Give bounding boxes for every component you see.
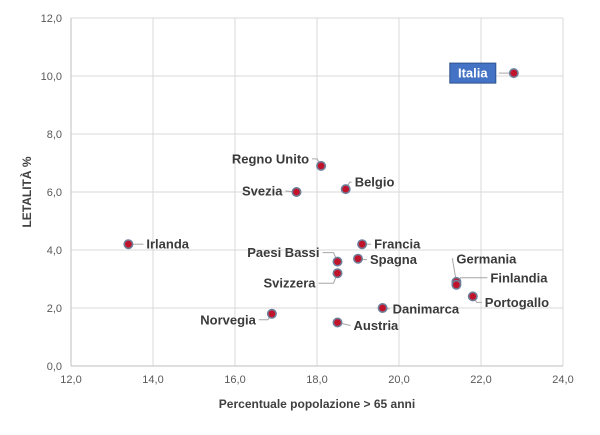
data-point-irlanda <box>123 239 134 250</box>
y-tick-label: 4,0 <box>47 245 62 257</box>
data-label-irlanda: Irlanda <box>146 237 189 252</box>
point-marker <box>123 239 134 250</box>
point-marker <box>357 239 368 250</box>
x-tick-label: 20,0 <box>388 374 409 386</box>
point-marker <box>340 184 351 195</box>
y-axis-title: LETALITÀ % <box>19 156 34 227</box>
data-point-francia <box>357 239 368 250</box>
y-tick-label: 12,0 <box>41 13 62 25</box>
point-marker <box>352 253 363 264</box>
data-point-regno-unito <box>316 160 327 171</box>
data-label-svezia: Svezia <box>242 184 283 199</box>
point-marker <box>377 302 388 313</box>
y-tick-label: 10,0 <box>41 71 62 83</box>
data-label-norvegia: Norvegia <box>200 312 256 327</box>
x-tick-label: 14,0 <box>142 374 163 386</box>
axes: 12,0 14,0 16,0 18,0 20,0 22,0 24,0 0,0 2,0 4,0 6,0… <box>41 13 574 386</box>
point-marker <box>332 317 343 328</box>
data-point-paesi-bassi <box>332 256 343 267</box>
data-point-finlandia <box>451 279 462 290</box>
x-tick-label: 16,0 <box>224 374 245 386</box>
data-label-austria: Austria <box>354 318 400 333</box>
x-axis-title: Percentuale popolazione > 65 anni <box>219 397 415 411</box>
data-point-svizzera <box>332 268 343 279</box>
x-tick-label: 12,0 <box>60 374 81 386</box>
data-point-portogallo <box>467 291 478 302</box>
leader-line-germania <box>451 258 457 282</box>
y-tick-label: 6,0 <box>47 187 62 199</box>
data-label-belgio: Belgio <box>355 175 395 190</box>
point-marker <box>332 268 343 279</box>
point-marker <box>316 160 327 171</box>
y-tick-label: 2,0 <box>47 303 62 315</box>
data-label-germania: Germania <box>456 251 517 266</box>
data-points <box>123 68 519 328</box>
y-tick-label: 0,0 <box>47 361 62 373</box>
data-label-regno-unito: Regno Unito <box>232 151 309 166</box>
data-label-svizzera: Svizzera <box>263 276 316 291</box>
data-label-francia: Francia <box>374 237 421 252</box>
point-marker <box>467 291 478 302</box>
data-labels: Italia Regno Unito Belgio Svezia Irlanda Fran… <box>146 62 549 333</box>
data-point-austria <box>332 317 343 328</box>
data-point-norvegia <box>266 308 277 319</box>
x-tick-label: 18,0 <box>306 374 327 386</box>
x-tick-label: 24,0 <box>552 374 573 386</box>
data-label-spagna: Spagna <box>370 252 418 267</box>
point-marker <box>332 256 343 267</box>
data-point-svezia <box>291 187 302 198</box>
point-marker <box>266 308 277 319</box>
data-label-finlandia: Finlandia <box>490 270 548 285</box>
data-label-paesi-bassi: Paesi Bassi <box>247 245 319 260</box>
highlight-label-box <box>449 62 497 84</box>
data-point-danimarca <box>377 302 388 313</box>
data-label-danimarca: Danimarca <box>393 302 460 317</box>
point-marker <box>291 187 302 198</box>
data-point-spagna <box>352 253 363 264</box>
point-marker <box>451 279 462 290</box>
point-marker <box>508 68 519 79</box>
data-label-italia: Italia <box>458 66 488 81</box>
y-tick-label: 8,0 <box>47 129 62 141</box>
data-point-belgio <box>340 184 351 195</box>
grid-lines <box>71 17 564 366</box>
data-point-italia <box>508 68 519 79</box>
x-tick-label: 22,0 <box>470 374 491 386</box>
data-label-portogallo: Portogallo <box>485 295 549 310</box>
